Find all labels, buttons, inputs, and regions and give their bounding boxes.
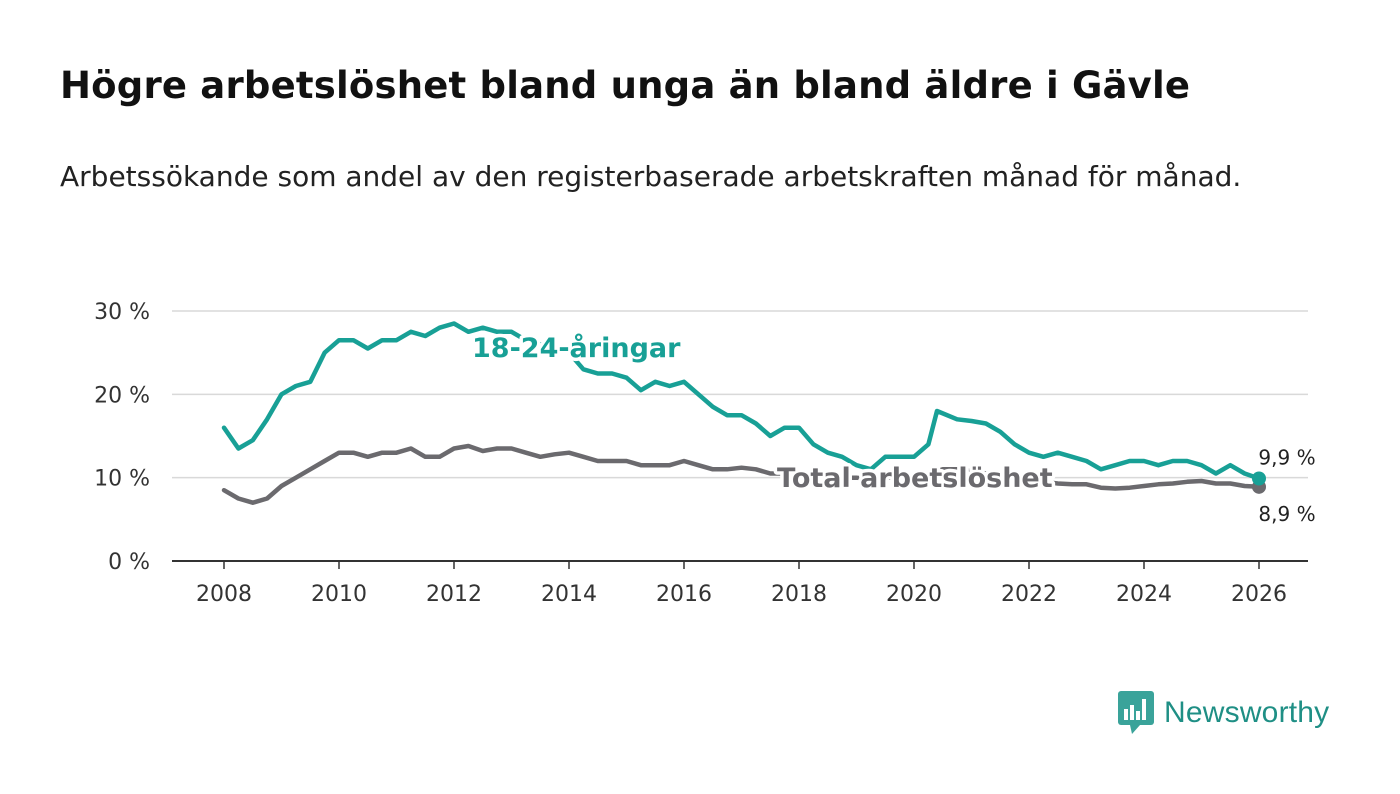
x-tick-label: 2016 <box>656 582 712 607</box>
series-line-18-24 <box>221 321 1262 481</box>
x-tick-label: 2018 <box>771 582 827 607</box>
chart-subtitle: Arbetssökande som andel av den registerb… <box>60 160 1242 193</box>
x-tick-label: 2026 <box>1231 582 1287 607</box>
brand-name: Newsworthy <box>1164 696 1330 729</box>
x-tick-label: 2014 <box>541 582 597 607</box>
x-tick-label: 2012 <box>426 582 482 607</box>
x-tick-label: 2022 <box>1001 582 1057 607</box>
x-tick-label: 2010 <box>311 582 367 607</box>
brand-logo: Newsworthy <box>1118 690 1329 736</box>
series-lines <box>221 321 1266 505</box>
y-tick-label: 30 % <box>94 300 150 325</box>
series-labels: 18-24-åringar Total arbetslöshet 9,9 % 8,9 … <box>469 329 1319 529</box>
series-line-total <box>221 443 1262 505</box>
end-value-18-24: 9,9 % <box>1258 446 1315 470</box>
y-axis: 0 % 10 % 20 % 30 % <box>94 300 150 575</box>
x-tick-label: 2020 <box>886 582 942 607</box>
series-label-total: Total arbetslöshet <box>777 463 1053 494</box>
x-tick-label: 2008 <box>196 582 252 607</box>
chart-title: Högre arbetslöshet bland unga än bland ä… <box>60 64 1191 107</box>
y-tick-label: 10 % <box>94 467 150 492</box>
gridlines <box>172 310 1308 479</box>
y-tick-label: 0 % <box>108 550 150 575</box>
x-tick-label: 2024 <box>1116 582 1172 607</box>
end-point-18-24 <box>1252 471 1266 486</box>
x-axis: 2008 2010 2012 2014 2016 2018 2020 2022 2024 2026 <box>172 560 1308 607</box>
y-tick-label: 20 % <box>94 383 150 408</box>
series-label-18-24: 18-24-åringar <box>472 332 681 364</box>
newsworthy-logo-icon <box>1118 691 1154 734</box>
end-value-total: 8,9 % <box>1258 502 1315 526</box>
